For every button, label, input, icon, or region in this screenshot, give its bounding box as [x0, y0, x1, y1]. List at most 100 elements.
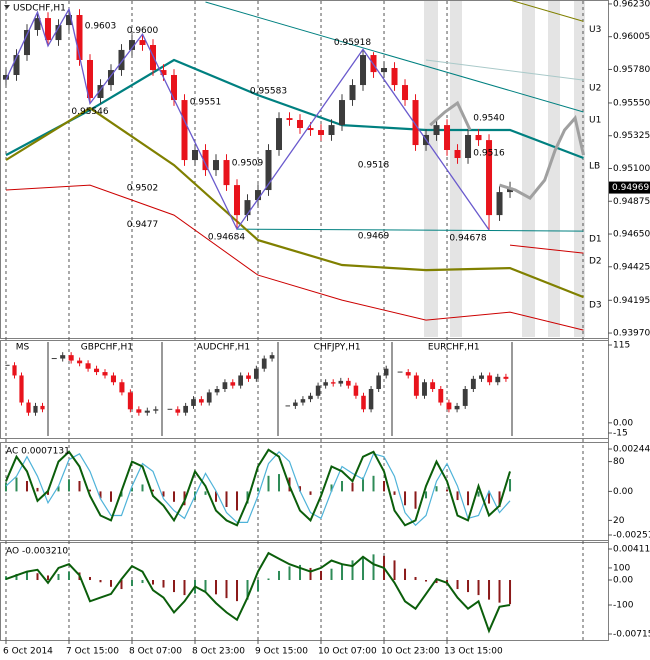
- histogram-bar: [467, 491, 470, 506]
- mini-candle: [487, 375, 493, 383]
- histogram-bar: [351, 482, 354, 492]
- mini-candle: [376, 375, 381, 389]
- mini-candle: [153, 409, 159, 411]
- y-tick-label: 0.94650: [613, 230, 650, 240]
- histogram-bar: [109, 580, 112, 587]
- zigzag-line: [5, 7, 490, 231]
- mini-candle: [183, 405, 188, 413]
- band-label: U3: [589, 25, 601, 35]
- candle-body: [192, 149, 199, 161]
- histogram-bar: [15, 477, 18, 492]
- mini-candle: [470, 378, 476, 389]
- mini-candle: [413, 375, 419, 396]
- x-tick-label: 10 Oct 07:00: [318, 647, 377, 657]
- mini-candle: [422, 382, 427, 396]
- histogram-bar: [404, 491, 407, 506]
- time-zone: [450, 1, 462, 337]
- x-tick-label: 8 Oct 07:00: [129, 647, 182, 657]
- histogram-bar: [25, 572, 28, 581]
- price-annotation: 0.9600: [127, 26, 159, 36]
- histogram-bar: [414, 491, 417, 509]
- current-price-box: [609, 181, 650, 194]
- histogram-bar: [372, 475, 375, 492]
- histogram-bar: [362, 557, 365, 581]
- histogram-bar: [341, 481, 344, 492]
- indicator-line: [5, 448, 511, 527]
- mini-candle: [102, 372, 108, 376]
- y-tick-label: 0.004111: [613, 544, 650, 554]
- histogram-bar: [172, 491, 175, 502]
- candle-body: [107, 70, 114, 86]
- mini-candle: [214, 389, 220, 393]
- price-annotation: 0.9540: [473, 113, 505, 123]
- histogram-bar: [278, 474, 281, 492]
- price-annotation: 0.95583: [250, 87, 287, 97]
- candle-body: [128, 40, 135, 50]
- y-tick-label: 0.95550: [613, 98, 650, 108]
- mini-candle: [144, 410, 150, 413]
- histogram-bar: [362, 477, 365, 492]
- y-tick-label: 0.94875: [613, 197, 650, 207]
- mini-candle: [136, 409, 142, 413]
- current-price: 0.94969: [612, 183, 649, 193]
- y-tick-label: 115: [613, 341, 630, 351]
- histogram-bar: [456, 491, 459, 501]
- y-tick-label: -0.002516: [613, 530, 650, 540]
- mini-candle: [246, 375, 251, 379]
- histogram-bar: [320, 491, 323, 494]
- candle-body: [454, 149, 461, 159]
- y-tick-label: 0.00: [613, 487, 633, 497]
- y-tick-label: -15: [613, 428, 628, 438]
- histogram-bar: [414, 576, 417, 581]
- mini-candle: [361, 395, 366, 410]
- band-line: [236, 228, 584, 232]
- price-annotation: 0.9502: [127, 184, 159, 194]
- histogram-bar: [88, 489, 91, 492]
- histogram-bar: [46, 491, 49, 495]
- histogram-bar: [109, 491, 112, 502]
- price-annotation: 0.9603: [85, 22, 117, 32]
- candle-body: [234, 185, 241, 216]
- candle-body: [402, 85, 409, 101]
- histogram-bar: [215, 491, 218, 502]
- histogram-bar: [299, 564, 302, 581]
- price-annotation: 0.94684: [208, 233, 245, 243]
- histogram-bar: [456, 580, 459, 590]
- histogram-bar: [120, 580, 123, 590]
- histogram-bar: [162, 580, 165, 588]
- time-zone: [574, 1, 585, 337]
- histogram-bar: [57, 573, 60, 581]
- mini-candle: [503, 376, 509, 379]
- band-label: U1: [589, 115, 601, 125]
- mini-candle: [454, 405, 460, 410]
- x-tick-label: 6 Oct 2014: [3, 647, 53, 657]
- mini-candle: [315, 385, 321, 396]
- y-tick-label: 0.95780: [613, 65, 650, 75]
- candle-body: [496, 192, 503, 216]
- histogram-bar: [299, 486, 302, 492]
- candle-body: [433, 125, 440, 135]
- mini-candle: [206, 392, 212, 403]
- candle-body: [444, 125, 451, 150]
- candle-body: [86, 59, 93, 99]
- time-zone: [548, 1, 560, 337]
- mini-candle: [230, 382, 236, 386]
- time-zone: [522, 1, 535, 337]
- y-tick-label: 0.95100: [613, 164, 650, 174]
- indicator-line: [5, 551, 511, 634]
- histogram-bar: [141, 484, 144, 492]
- mini-candle: [254, 368, 259, 379]
- histogram-bar: [215, 580, 218, 595]
- candle-body: [339, 100, 346, 126]
- band-label: D3: [589, 301, 602, 311]
- mini-candle: [462, 389, 468, 406]
- mini-candle: [19, 375, 24, 403]
- histogram-bar: [225, 491, 228, 507]
- histogram-bar: [351, 560, 354, 581]
- pair-label: GBPCHF,H1: [81, 343, 133, 353]
- forecast-line: [429, 100, 585, 201]
- histogram-bar: [488, 580, 491, 600]
- pair-label: EURCHF,H1: [428, 343, 480, 353]
- band-line: [5, 58, 584, 160]
- histogram-bar: [15, 573, 18, 581]
